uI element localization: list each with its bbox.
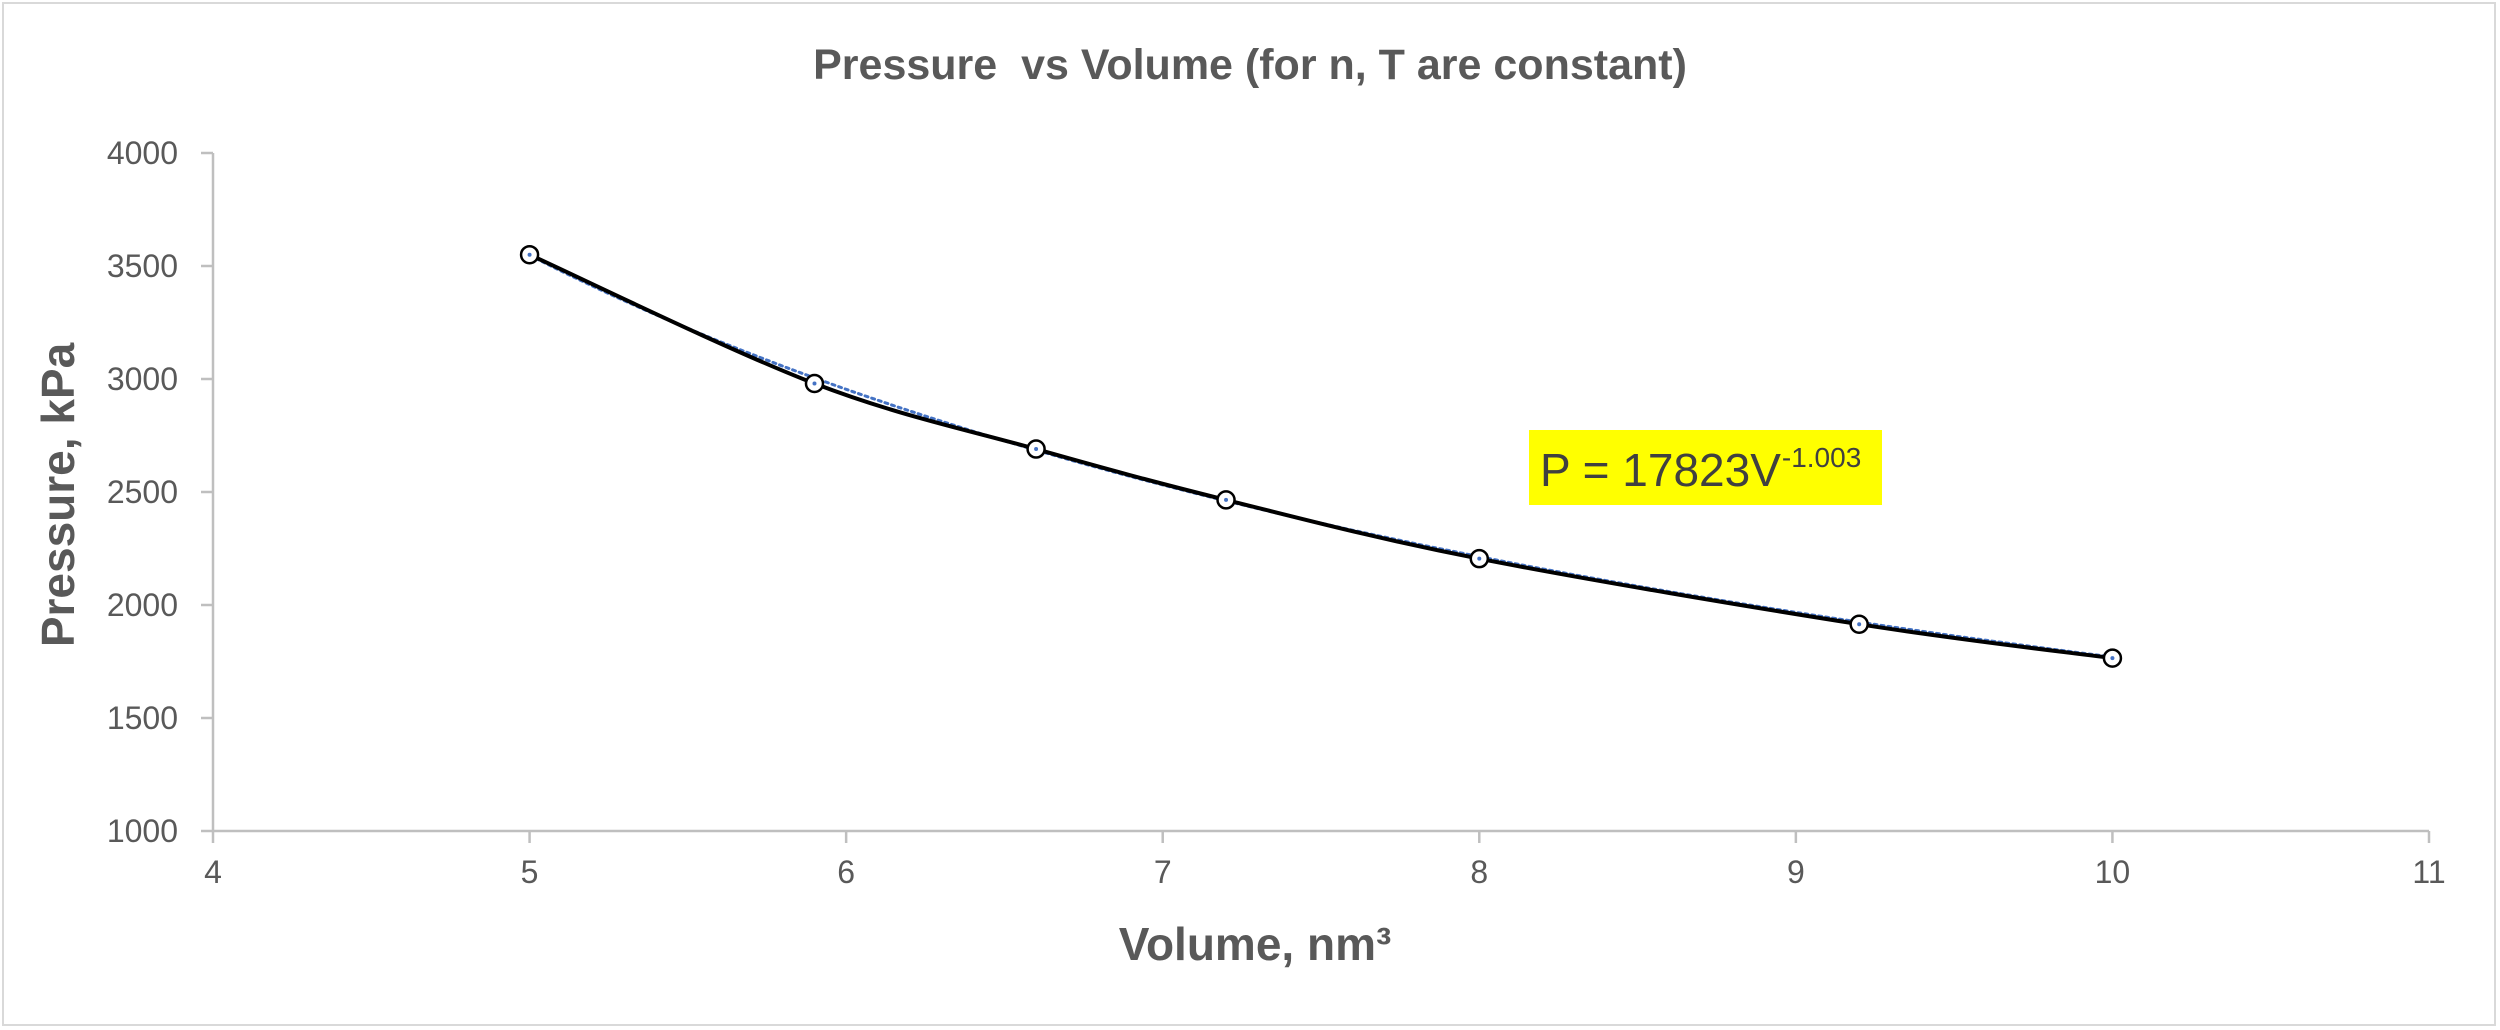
x-tick-label: 6 bbox=[837, 854, 855, 890]
chart-title: Pressure vs Volume (for n, T are constan… bbox=[813, 41, 1687, 89]
data-point-center bbox=[1034, 447, 1039, 452]
y-axis-title: Pressure, kPa bbox=[32, 342, 84, 647]
y-axis-ticks: 1000 1500 2000 2500 3000 3500 4000 bbox=[107, 135, 213, 849]
trendline-power bbox=[528, 253, 2114, 659]
data-point-center bbox=[1224, 497, 1229, 502]
y-tick-label: 1000 bbox=[107, 813, 178, 849]
data-point-center bbox=[2110, 656, 2115, 661]
trendline-layer bbox=[528, 253, 2114, 659]
data-point-center bbox=[812, 381, 817, 386]
x-tick-label: 7 bbox=[1154, 854, 1172, 890]
trendline-equation-background bbox=[1529, 430, 1882, 505]
y-tick-label: 2500 bbox=[107, 474, 178, 510]
y-tick-label: 1500 bbox=[107, 700, 178, 736]
x-tick-label: 10 bbox=[2095, 854, 2131, 890]
x-tick-label: 11 bbox=[2412, 854, 2445, 890]
x-tick-label: 9 bbox=[1787, 854, 1805, 890]
data-point-center bbox=[1477, 556, 1482, 561]
trendline-equation: P = 17823V -1.003 bbox=[1529, 430, 1882, 505]
x-tick-label: 4 bbox=[204, 854, 222, 890]
trendline-equation-exponent: -1.003 bbox=[1782, 442, 1861, 473]
x-tick-label: 5 bbox=[521, 854, 539, 890]
y-tick-label: 3000 bbox=[107, 361, 178, 397]
y-tick-label: 3500 bbox=[107, 248, 178, 284]
series-layer bbox=[519, 244, 2123, 668]
trendline-equation-text: P = 17823V bbox=[1540, 444, 1781, 496]
x-axis-ticks: 4 5 6 7 8 9 10 11 bbox=[204, 831, 2446, 890]
y-tick-label: 2000 bbox=[107, 587, 178, 623]
axes bbox=[211, 153, 2429, 833]
x-tick-label: 8 bbox=[1470, 854, 1488, 890]
y-tick-label: 4000 bbox=[107, 135, 178, 171]
data-point-center bbox=[527, 252, 532, 257]
data-point-center bbox=[1857, 622, 1862, 627]
x-axis-title: Volume, nm³ bbox=[1119, 918, 1392, 970]
